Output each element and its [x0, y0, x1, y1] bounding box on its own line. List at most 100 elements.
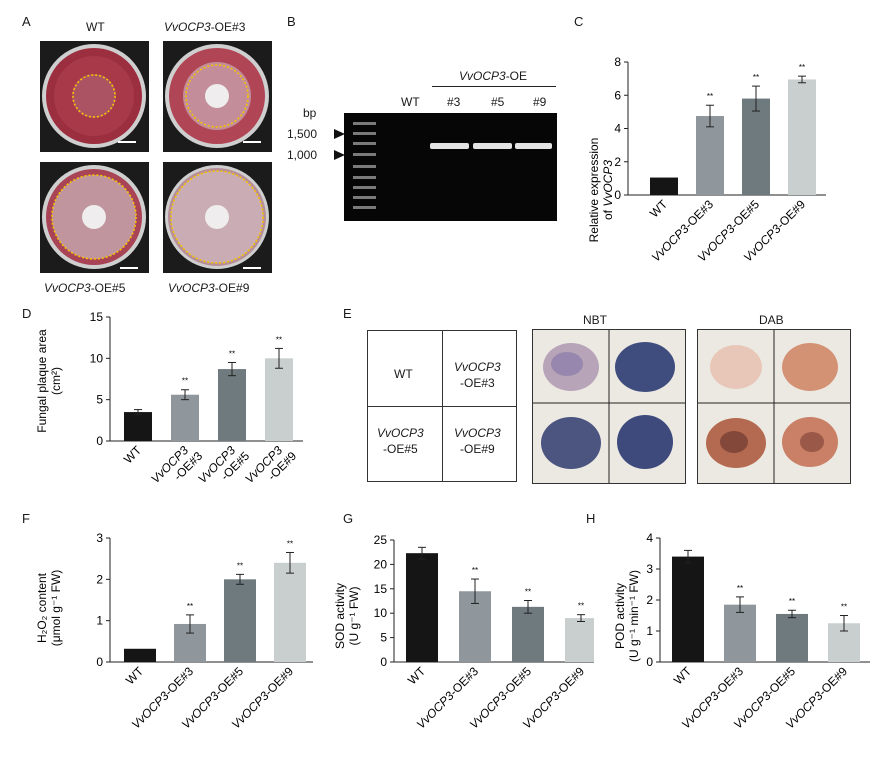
chart-c-ytick-label: 0	[614, 188, 621, 202]
plate-photo-oe9	[163, 162, 272, 273]
plate-label-oe5: VvOCP3-OE#5	[44, 281, 126, 295]
panel-b-letter: B	[287, 14, 296, 29]
panel-f-letter: F	[22, 511, 30, 526]
chart-h-ytick-label: 1	[646, 624, 653, 638]
chart-d-significance: **	[276, 335, 282, 344]
gel-bp-label: bp	[303, 106, 317, 120]
panel-g-letter: G	[343, 511, 354, 526]
chart-f-xtick-label: WT	[123, 664, 147, 688]
chart-c-ytick-label: 8	[614, 55, 621, 69]
plate-photo-oe5	[40, 162, 149, 273]
chart-h-significance: **	[789, 597, 795, 606]
chart-h-ylabel-2: (U g⁻¹ min⁻¹ FW)	[627, 570, 641, 662]
grid-oe5: VvOCP3 -OE#5	[377, 426, 424, 456]
grid-oe3: VvOCP3 -OE#3	[454, 360, 501, 390]
grid-wt: WT	[394, 367, 413, 381]
chart-f-ylabel-2: (μmol g⁻¹ FW)	[49, 570, 63, 647]
chart-g-significance: **	[525, 588, 531, 597]
chart-g-ylabel-1: SOD activity	[333, 583, 347, 649]
chart-f-ytick-label: 3	[96, 531, 103, 545]
chart-g-ytick-label: 0	[380, 655, 387, 669]
plate-label-oe9: VvOCP3-OE#9	[168, 281, 250, 295]
plate-label-wt: WT	[86, 20, 105, 34]
chart-f-ytick-label: 1	[96, 614, 103, 628]
chart-g-ytick-label: 20	[374, 557, 388, 571]
marker-1500: 1,500	[287, 127, 318, 141]
chart-h-ylabel-1: POD activity	[613, 583, 627, 649]
chart-c-ylabel-1: Relative expression	[587, 138, 601, 243]
chart-f-significance: **	[287, 539, 293, 548]
chart-d-ytick-label: 0	[96, 434, 103, 448]
marker-1000: 1,000	[287, 148, 318, 162]
chart-h-ytick-label: 4	[646, 531, 653, 545]
panel-d-letter: D	[22, 306, 32, 321]
chart-d-ytick-label: 15	[90, 310, 104, 324]
chart-d-ylabel-2: (cm²)	[49, 367, 63, 395]
chart-g-bar	[512, 606, 544, 662]
chart-f-significance: **	[237, 561, 243, 570]
chart-c-bar	[742, 98, 770, 195]
gel-image	[344, 113, 557, 221]
chart-g-ylabel-2: (U g⁻¹ FW)	[347, 587, 361, 646]
marker-arrow-1500	[334, 127, 346, 145]
chart-g-ytick-label: 10	[374, 606, 388, 620]
chart-c-significance: **	[753, 73, 759, 82]
panel-c-letter: C	[574, 14, 584, 29]
chart-d-significance: **	[229, 349, 235, 358]
chart-h: POD activity (U g⁻¹ min⁻¹ FW) 01234WT**V…	[613, 531, 870, 732]
genotype-grid: WT VvOCP3 -OE#3 VvOCP3 -OE#5 VvOCP3 -OE#9	[367, 330, 517, 482]
chart-c-ylabel-2: of VvOCP3	[601, 160, 615, 220]
chart-h-bar	[724, 604, 756, 662]
chart-d-xtick-label: WT	[121, 443, 145, 467]
chart-c-ytick-label: 6	[614, 88, 621, 102]
chart-d-bar	[265, 358, 293, 441]
chart-d-ytick-label: 10	[90, 351, 104, 365]
nbt-photo	[532, 329, 686, 484]
marker-arrow-1000	[334, 148, 346, 166]
chart-h-bar	[776, 613, 808, 662]
chart-g-bar	[406, 553, 438, 662]
plate-photo-oe3	[163, 41, 272, 152]
chart-g-significance: **	[578, 602, 584, 611]
panel-a-letter: A	[22, 14, 31, 29]
chart-c-significance: **	[799, 63, 805, 72]
chart-g: SOD activity (U g⁻¹ FW) 0510152025WT**Vv…	[333, 533, 594, 732]
chart-d: Fungal plaque area (cm²) 0 5 10 15 WT ** VvOCP…	[35, 310, 303, 485]
chart-d-plot: 051015WT**VvOCP3-OE#3**VvOCP3-OE#5**VvOC…	[90, 310, 303, 485]
chart-c-significance: **	[707, 92, 713, 101]
stain-label-nbt: NBT	[583, 313, 607, 327]
chart-g-ytick-label: 25	[374, 533, 388, 547]
chart-d-xtick-label: VvOCP3-OE#9	[242, 439, 299, 485]
chart-f-bar	[224, 579, 256, 662]
chart-g-xtick-label: WT	[405, 664, 429, 688]
chart-f-ylabel-1: H₂O₂ content	[35, 572, 49, 643]
chart-f-bar	[124, 648, 156, 662]
chart-g-significance: **	[472, 566, 478, 575]
chart-g-ytick-label: 15	[374, 582, 388, 596]
lane-label-9: #9	[533, 95, 547, 109]
chart-h-significance: **	[841, 603, 847, 612]
chart-d-ytick-label: 5	[96, 393, 103, 407]
chart-g-plot: 0510152025WT**VvOCP3-OE#3**VvOCP3-OE#5**…	[374, 533, 594, 732]
chart-g-bar	[565, 618, 594, 662]
plate-label-oe3: VvOCP3-OE#3	[164, 20, 246, 34]
chart-d-significance: **	[182, 377, 188, 386]
chart-h-ytick-label: 3	[646, 562, 653, 576]
chart-h-bar	[672, 556, 704, 662]
panel-h-letter: H	[586, 511, 596, 526]
chart-f-bar	[274, 562, 306, 662]
plate-photo-wt	[40, 41, 149, 152]
chart-c-bar	[650, 177, 678, 195]
chart-h-plot: 01234WT**VvOCP3-OE#3**VvOCP3-OE#5**VvOCP…	[646, 531, 870, 732]
gel-group-label: VvOCP3-OE	[459, 69, 528, 83]
chart-h-ytick-label: 2	[646, 593, 653, 607]
panel-e-letter: E	[343, 306, 352, 321]
chart-f-ytick-label: 0	[96, 655, 103, 669]
chart-d-bar	[124, 412, 152, 441]
chart-c-plot: 02468WT**VvOCP3-OE#3**VvOCP3-OE#5**VvOCP…	[614, 55, 826, 265]
chart-h-significance: **	[737, 584, 743, 593]
chart-c-bar	[788, 79, 816, 195]
chart-f-ytick-label: 2	[96, 572, 103, 586]
chart-c-ytick-label: 2	[614, 155, 621, 169]
chart-d-bar	[218, 369, 246, 441]
